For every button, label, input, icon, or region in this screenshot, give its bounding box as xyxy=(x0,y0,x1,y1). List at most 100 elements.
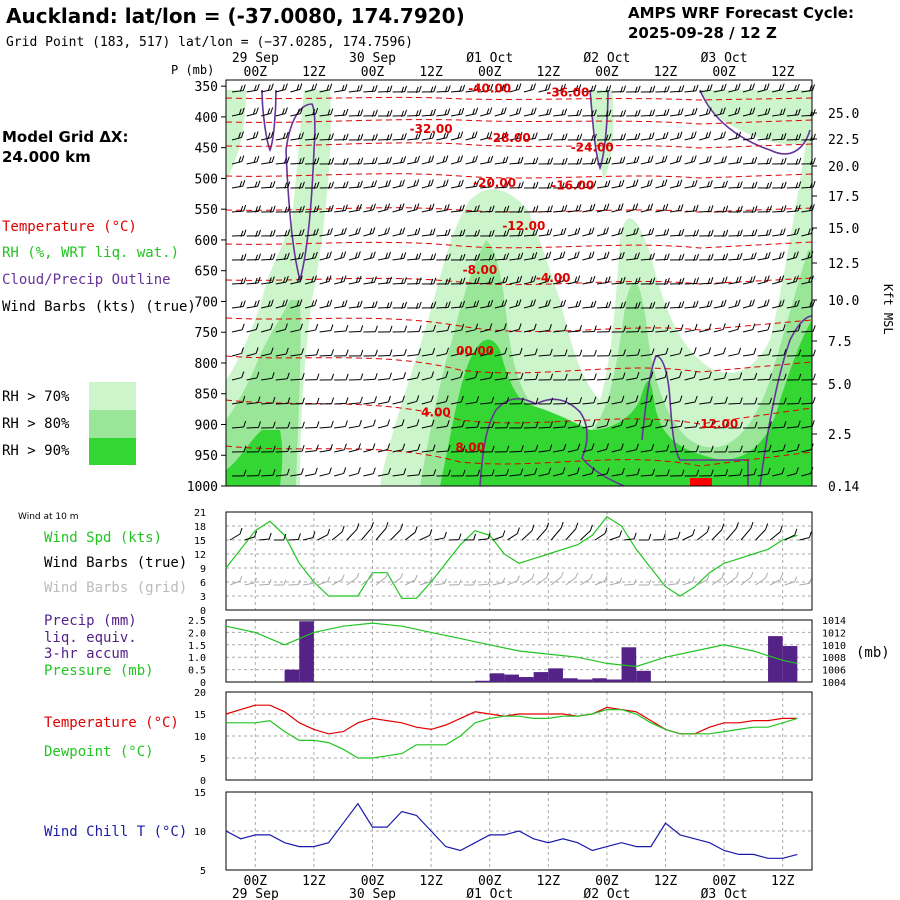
wind-barb xyxy=(319,108,334,117)
wind-barb xyxy=(567,325,583,333)
surface-wind-barb xyxy=(624,532,637,541)
wind-barb xyxy=(304,444,319,453)
surface-wind-barb xyxy=(492,530,506,541)
wind-barb xyxy=(728,252,743,261)
wind-barb xyxy=(480,155,494,165)
wind-barb xyxy=(494,107,507,117)
temperature-label: -40.00 xyxy=(468,81,511,95)
pressure-tick-label: 1006 xyxy=(822,666,846,677)
wind-barb xyxy=(290,323,303,333)
top-time-tick-label: 00Z xyxy=(478,65,502,80)
wind-barb xyxy=(261,396,276,405)
precip-bar xyxy=(782,646,798,682)
grid-wind-barb xyxy=(273,579,287,586)
wind-barb xyxy=(290,397,305,405)
wind-barb xyxy=(450,107,465,117)
grid-wind-barb xyxy=(390,572,404,586)
wind-barb xyxy=(567,420,582,429)
top-time-tick-label: 12Z xyxy=(419,65,443,80)
wind-barb xyxy=(553,157,568,166)
wind-barb xyxy=(392,85,408,93)
wind-barb xyxy=(275,229,291,237)
wind-barb xyxy=(494,252,510,261)
wind-barb xyxy=(231,131,244,141)
top-time-axis: 00Z 12Z 00Z 12Z 00Z 12Z 00Z 12Z 00Z 12Z 29 Sep 30 S… xyxy=(232,51,795,80)
wind-barb xyxy=(786,108,801,117)
rh70-swatch xyxy=(89,382,136,410)
pressure-tick-label: 900 xyxy=(195,418,218,433)
wind-barb xyxy=(611,349,626,357)
wind-barb xyxy=(275,323,288,333)
top-time-tick-label: 12Z xyxy=(537,65,561,80)
wind-barb xyxy=(713,347,726,357)
wind-barb xyxy=(772,83,785,93)
wind-barb xyxy=(699,84,713,93)
wind-barb xyxy=(348,203,362,213)
wind-barb xyxy=(275,131,289,141)
wind-barb xyxy=(626,301,641,309)
wind-barb xyxy=(377,179,391,189)
y-tick-label: 0 xyxy=(200,606,206,617)
wind-barb xyxy=(582,349,597,357)
wind-barb xyxy=(304,205,320,213)
wind-barb xyxy=(348,133,364,142)
precip-bar xyxy=(577,679,593,682)
wind-barb xyxy=(567,397,583,405)
wind-barb xyxy=(231,155,245,165)
wind-barb xyxy=(596,203,610,213)
surface-wind-barb xyxy=(726,522,739,541)
wind-barb xyxy=(290,132,304,141)
wind-barb xyxy=(348,275,362,285)
wind-barb xyxy=(348,157,364,165)
wind-barb xyxy=(582,203,596,213)
wind-barb xyxy=(596,227,609,237)
wind-barb xyxy=(684,445,700,453)
wind-barb xyxy=(377,372,392,381)
temperature-series-label: Temperature (°C) xyxy=(44,715,179,731)
wind-barb xyxy=(246,323,259,333)
cross-section-frame xyxy=(225,79,813,487)
wind-barb xyxy=(626,419,639,429)
wind-barb xyxy=(231,107,245,117)
wind-barb xyxy=(494,397,510,405)
rh70-label: RH > 70% xyxy=(2,389,70,405)
wind-barb xyxy=(392,348,407,357)
wind-speed-label: Wind Spd (kts) xyxy=(44,530,162,546)
wind-barb xyxy=(377,156,392,165)
wind-barb xyxy=(319,204,334,213)
wind-panel: 0 3 6 9 12 15 18 21 xyxy=(194,508,813,617)
wind-barb xyxy=(669,371,682,381)
precip-bar xyxy=(562,678,578,682)
surface-wind-barb xyxy=(317,528,331,541)
wind-barb xyxy=(231,371,245,381)
wind-barb xyxy=(786,420,801,429)
wind-barb xyxy=(640,325,656,333)
wind-barb xyxy=(363,443,376,453)
wind-barb xyxy=(582,133,597,142)
wind-barb xyxy=(684,131,697,141)
wind-barb xyxy=(523,421,539,429)
precip-bar xyxy=(519,677,534,682)
wind-barb xyxy=(538,348,553,357)
wind-barb xyxy=(363,133,378,141)
wind-barb xyxy=(377,203,391,213)
wind-barb xyxy=(786,299,800,309)
grid-wind-barb xyxy=(288,579,301,586)
wind-barb xyxy=(436,253,451,261)
wind-barb xyxy=(465,421,480,429)
wind-barb xyxy=(538,373,554,381)
wind-barb xyxy=(231,84,246,93)
legend-rh: RH (%, WRT liq. wat.) xyxy=(2,245,179,261)
wind-barb xyxy=(538,275,551,285)
surface-wind-barb xyxy=(711,523,725,541)
wind-barb xyxy=(669,395,683,405)
wind-barb xyxy=(392,372,407,381)
wind-barb xyxy=(523,181,539,189)
wind-barb xyxy=(377,85,393,93)
wind-barb xyxy=(772,133,787,141)
model-grid-value: 24.000 km xyxy=(2,148,91,166)
wind-barb xyxy=(421,301,437,309)
surface-wind-barb xyxy=(507,527,520,541)
wind-barb xyxy=(655,131,669,141)
grid-wind-barb xyxy=(711,572,725,586)
